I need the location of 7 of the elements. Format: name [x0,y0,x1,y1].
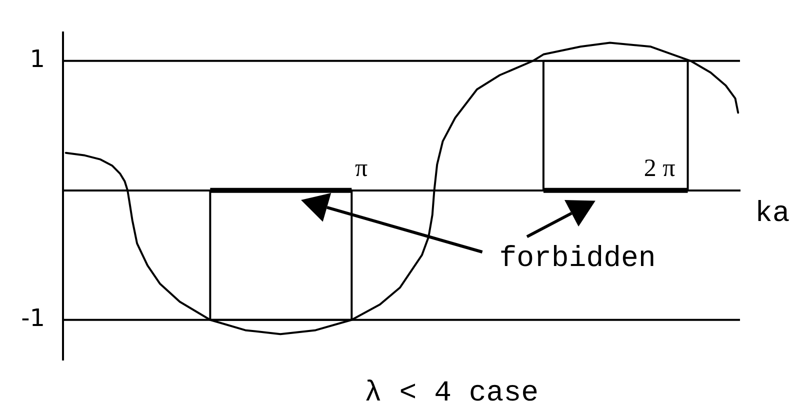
x-tick-label: π [354,154,368,182]
x-tick-label: 2 π [644,154,676,182]
text: λ < 4 case [364,376,539,407]
annotation: forbidden [499,242,656,276]
y-tick-label: 1 [30,45,45,74]
y-tick-label: -1 [21,304,45,332]
x-axis-title: ka [755,197,790,230]
